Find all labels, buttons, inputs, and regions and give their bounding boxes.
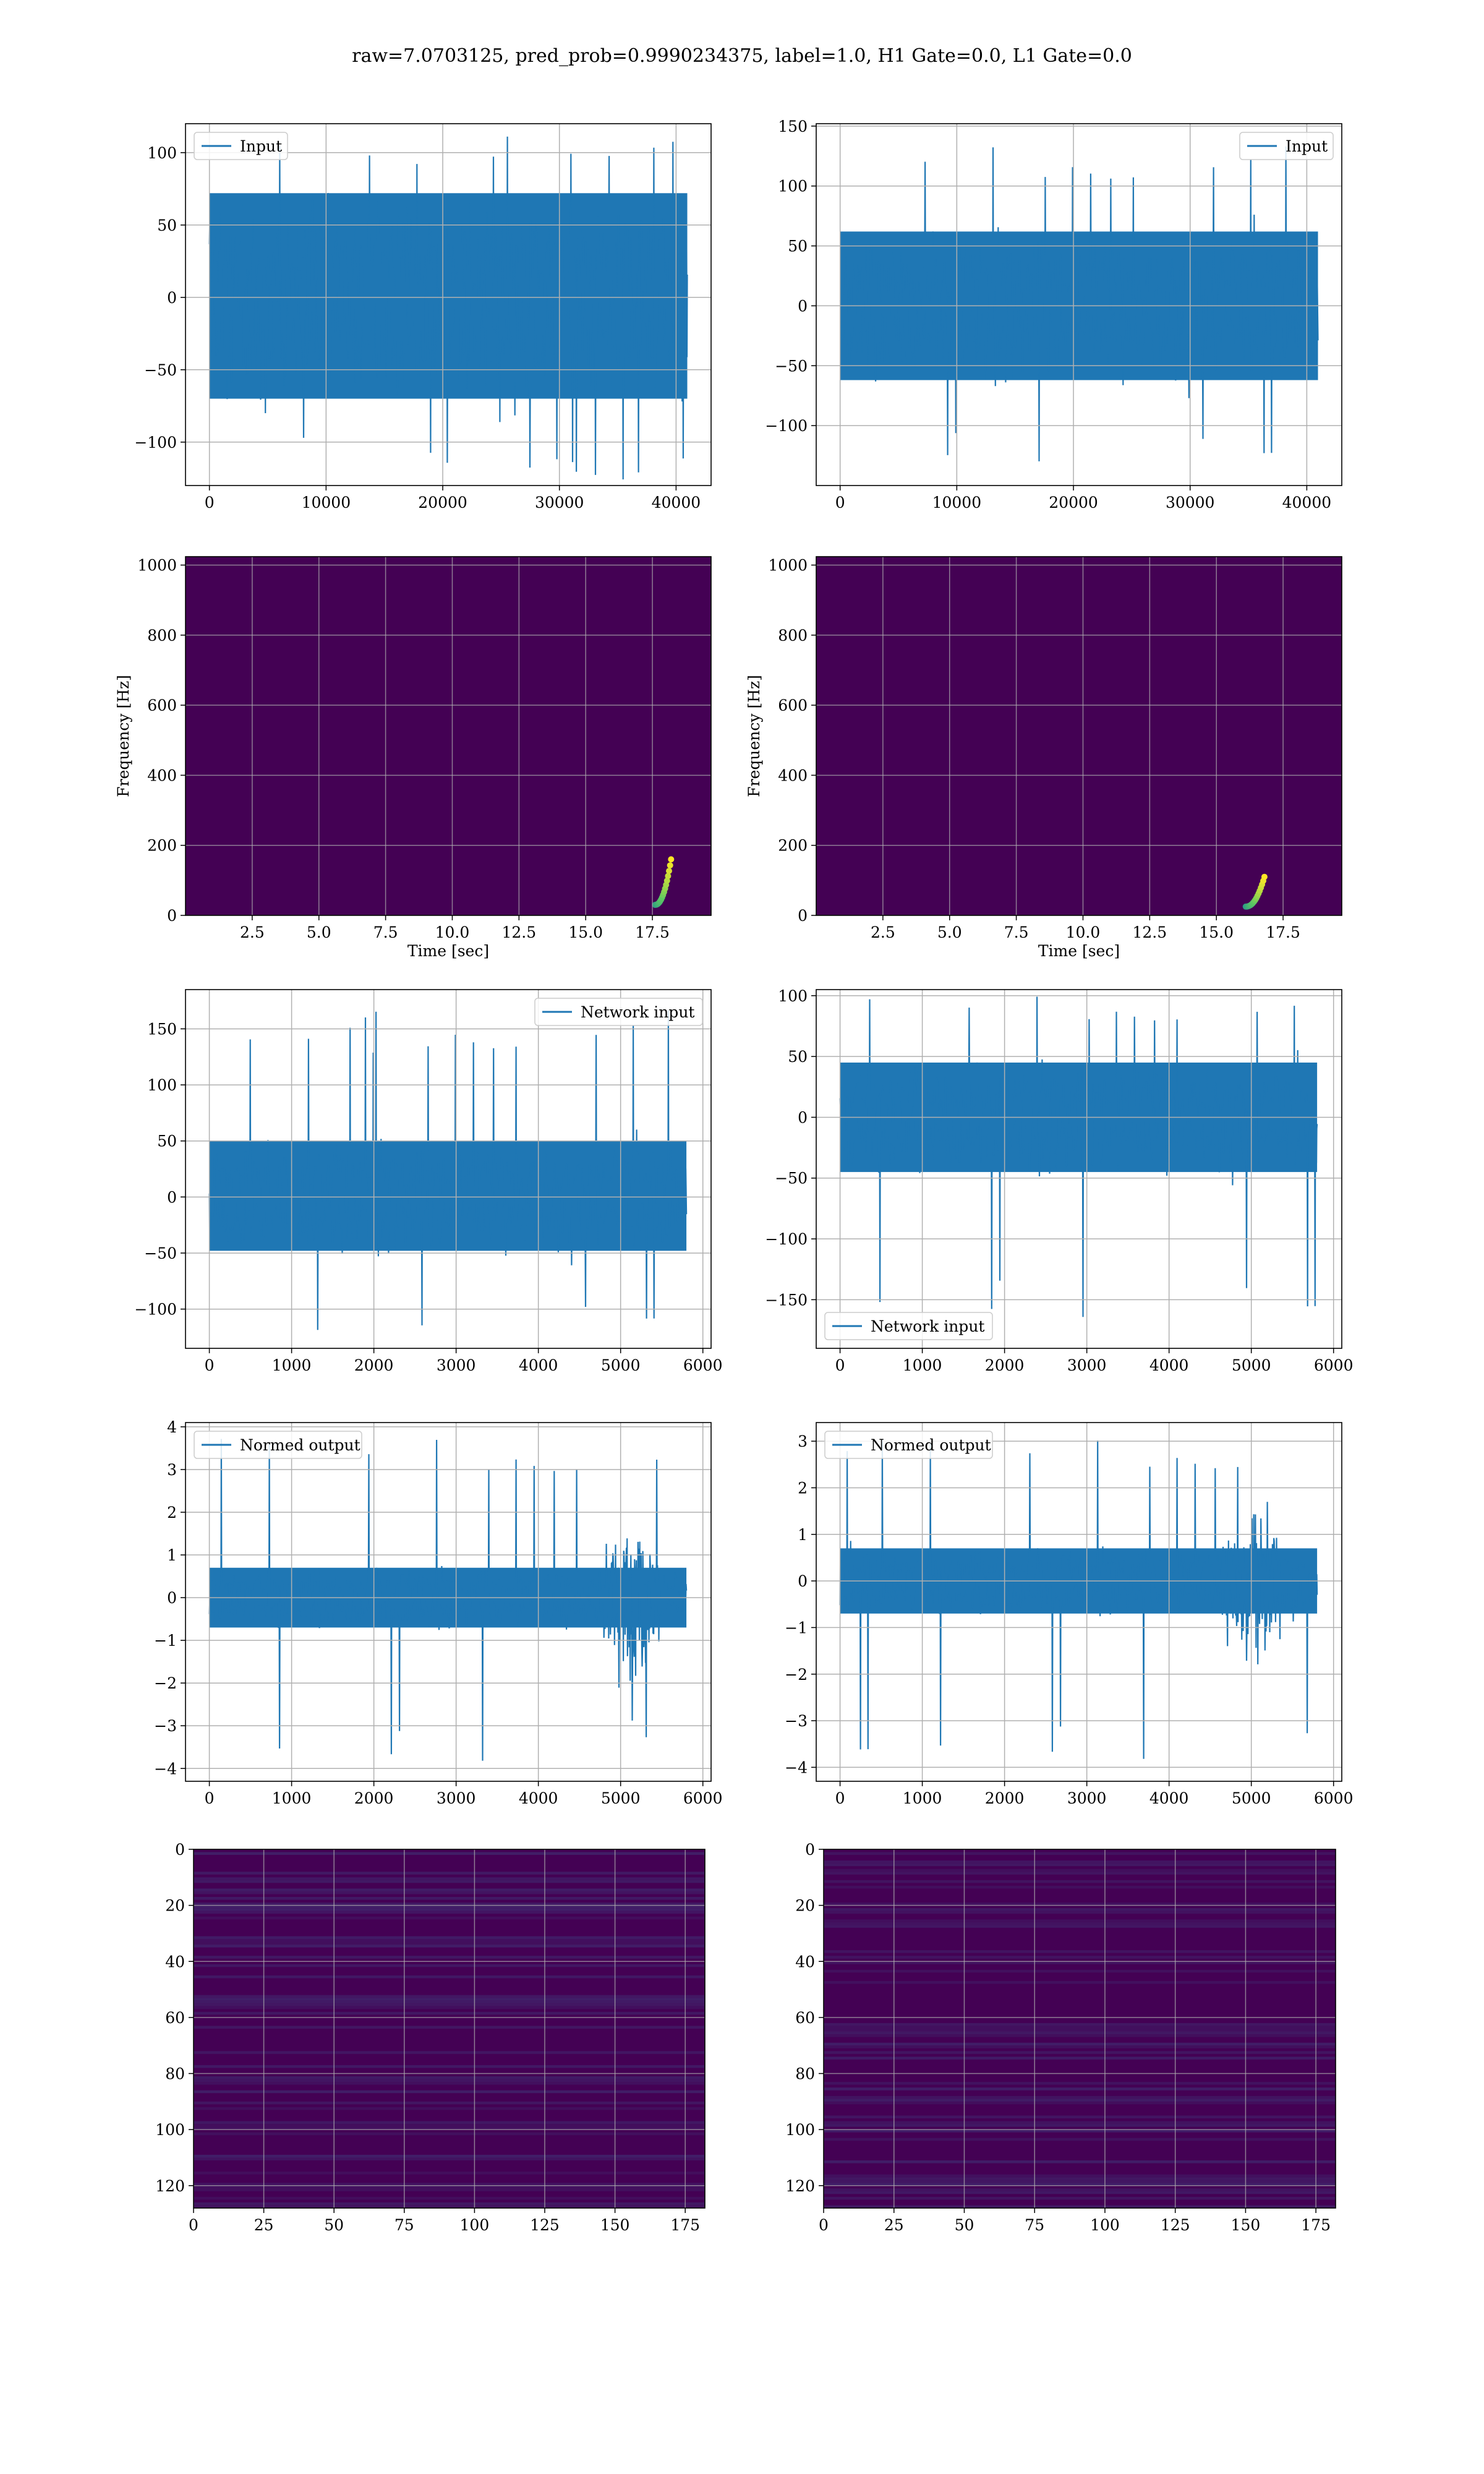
l1-input-ytick-label: 150	[778, 118, 808, 135]
h1-spectrogram-xtick-label: 12.5	[502, 923, 537, 941]
l1-input-xtick-label: 40000	[1282, 494, 1332, 511]
h1-network-input-axes: 0 1000 2000 3000 4000 5000 6000−100−5005010015…	[134, 989, 723, 1374]
l1-input-xtick-label: 10000	[932, 494, 982, 511]
h1-spectrogram-frame	[185, 556, 712, 916]
l1-input-ytick-label: 0	[798, 297, 808, 315]
h1-input-legend: Input	[194, 132, 288, 160]
h1-spectrogram-ytick-label: 0	[167, 907, 177, 925]
l1-spectrogram-xtick-label: 12.5	[1133, 923, 1167, 941]
h1-spectrogram-chirp-point	[665, 873, 672, 880]
h1-spectrogram-chirp-point	[668, 856, 675, 863]
h1-spectrogram-ylabel: Frequency [Hz]	[114, 675, 132, 797]
l1-input-xtick-label: 30000	[1166, 494, 1215, 511]
h1-spectrogram-ytick-label: 600	[147, 696, 177, 714]
h1-input-ytick-label: 50	[157, 216, 177, 234]
h1-spectrogram-xtick-label: 17.5	[635, 923, 670, 941]
h1-input-axes: 0 10000 20000 30000 40000 −100 −50 0 50 100 Input	[134, 123, 712, 511]
l1-spectrogram-axes: 2.5 5.0 7.5 10.0 12.5 15.0 17.5 0 200 400 600 800 10…	[745, 556, 1342, 960]
l1-spectrogram-ytick-label: 600	[778, 696, 808, 714]
h1-input-ytick-label: −100	[134, 434, 177, 452]
l1-spectrogram-frame	[816, 556, 1342, 916]
suptitle: raw=7.0703125, pred_prob=0.9990234375, l…	[352, 45, 1132, 67]
h1-input-legend-box	[194, 132, 288, 160]
l1-spectrogram-ylabel: Frequency [Hz]	[745, 675, 763, 797]
h1-spectrogram-plot-area	[186, 557, 711, 915]
l1-spectrogram-xlabel: Time [sec]	[1038, 942, 1120, 960]
l1-input-legend-label: Input	[1286, 137, 1328, 155]
l1-spectrogram-ytick-label: 1000	[768, 557, 808, 575]
h1-spectrogram-background	[186, 557, 711, 915]
h1-input-ytick-label: −50	[144, 361, 177, 379]
l1-input-ytick-label: 100	[778, 178, 808, 195]
l1-input-xtick-label: 0	[835, 494, 845, 511]
h1-spectrogram-xtick-label: 15.0	[568, 923, 603, 941]
h1-input-ytick-label: 0	[167, 289, 177, 307]
l1-input-ytick-label: −50	[775, 357, 808, 375]
h1-input-signal-line	[208, 136, 688, 480]
h1-spectrogram-axes: 2.5 5.0 7.5 10.0 12.5 15.0 17.5 0 200 400 600 800 10…	[114, 556, 712, 960]
h1-spectrogram-ytick-label: 800	[147, 627, 177, 644]
h1-spectrogram-chirp-point	[663, 877, 670, 884]
l1-input-axes: 0 10000 20000 30000 40000 −100 −50 0 50 100 150 Inp…	[765, 118, 1342, 511]
h1-spectrogram-chirp-point	[667, 862, 673, 869]
h1-spectrogram-ytick-label: 400	[147, 766, 177, 784]
h1-input-xtick-label: 10000	[302, 494, 351, 511]
l1-input-signal-line	[839, 146, 1319, 461]
l1-spectrogram-ytick-label: 200	[778, 837, 808, 855]
h1-spectrogram-xlabel: Time [sec]	[407, 942, 489, 960]
h1-input-plot-area	[208, 136, 688, 480]
l1-spectrogram-xtick-label: 10.0	[1066, 923, 1101, 941]
l1-input-ytick-label: 50	[788, 238, 808, 255]
l1-spectrogram-ytick-label: 400	[778, 766, 808, 784]
l1-input-xtick-label: 20000	[1049, 494, 1098, 511]
h1-input-xtick-label: 0	[205, 494, 215, 511]
h1-input-xtick-label: 30000	[535, 494, 584, 511]
l1-spectrogram-xtick-label: 2.5	[871, 923, 895, 941]
h1-spectrogram-xtick-label: 2.5	[240, 923, 265, 941]
h1-spectrogram-xtick-label: 5.0	[307, 923, 331, 941]
h1-spectrogram-chirp-point	[666, 868, 672, 875]
h1-spectrogram-xtick-label: 7.5	[373, 923, 398, 941]
l1-spectrogram-plot-area	[816, 557, 1342, 915]
h1-input-frame	[185, 123, 712, 486]
l1-spectrogram-xtick-label: 15.0	[1199, 923, 1234, 941]
h1-input-xtick-label: 40000	[652, 494, 701, 511]
h1-input-ytick-label: 100	[147, 144, 177, 162]
l1-input-frame	[816, 123, 1342, 486]
l1-spectrogram-xtick-label: 17.5	[1266, 923, 1300, 941]
h1-spectrogram-ytick-label: 1000	[137, 557, 177, 575]
l1-spectrogram-ytick-label: 800	[778, 627, 808, 644]
l1-spectrogram-xtick-label: 7.5	[1004, 923, 1029, 941]
h1-input-legend-label: Input	[240, 137, 282, 155]
l1-input-ytick-label: −100	[765, 417, 808, 435]
l1-input-legend-box	[1239, 132, 1334, 160]
l1-input-legend: Input	[1239, 132, 1334, 160]
h1-spectrogram-xtick-label: 10.0	[435, 923, 470, 941]
l1-spectrogram-chirp-point	[1261, 873, 1268, 880]
h1-input-xtick-label: 20000	[418, 494, 467, 511]
h1-spectrogram-ytick-label: 200	[147, 837, 177, 855]
h1-network-input-plot-area	[208, 1010, 688, 1330]
l1-spectrogram-background	[816, 557, 1342, 915]
l1-spectrogram-ytick-label: 0	[798, 907, 808, 925]
l1-spectrogram-xtick-label: 5.0	[937, 923, 962, 941]
